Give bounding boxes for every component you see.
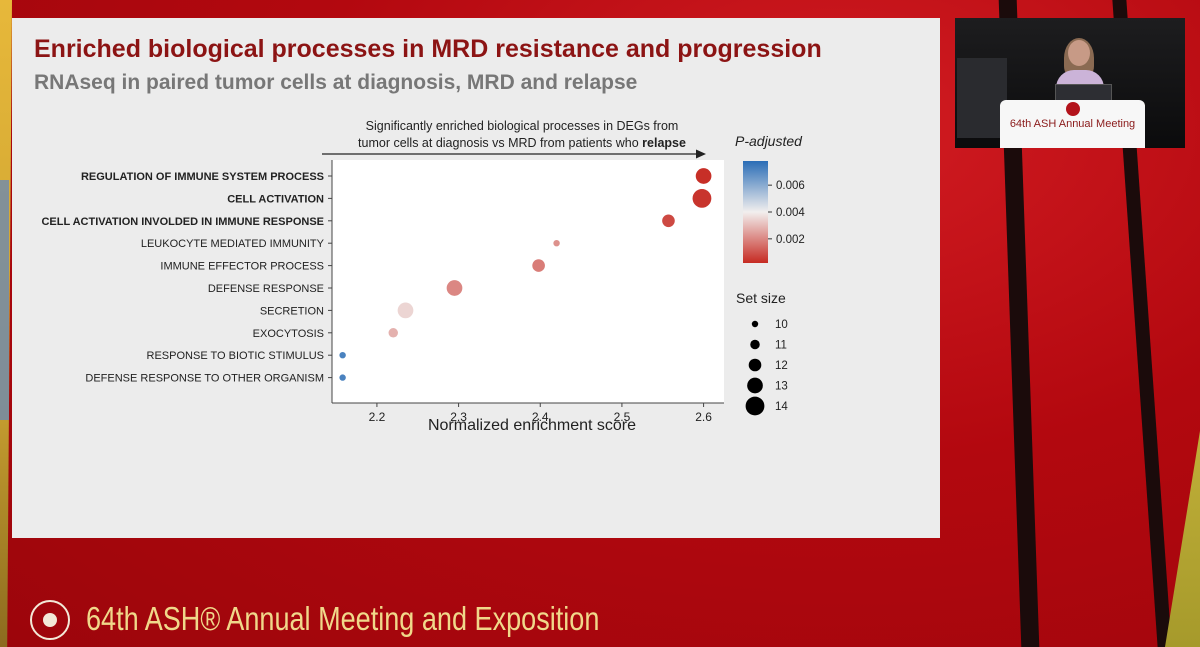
y-axis-label: CELL ACTIVATION INVOLDED IN IMMUNE RESPO… — [41, 216, 324, 228]
chart-header-line-2-bold: relapse — [642, 136, 686, 150]
speaker-video-feed: 64th ASH Annual Meeting — [955, 18, 1185, 148]
data-point — [692, 189, 712, 208]
size-legend-dot — [751, 320, 759, 328]
size-legend-dot — [747, 377, 763, 394]
plot-axes — [331, 160, 724, 404]
x-axis-tick-label: 2.6 — [695, 410, 712, 424]
presentation-slide: Enriched biological processes in MRD res… — [12, 18, 940, 538]
data-point — [553, 240, 560, 247]
color-legend-tick-label: 0.002 — [776, 234, 805, 246]
x-axis-ticks: 2.2 2.3 2.4 2.5 2.6 — [369, 403, 712, 424]
footer-text: 64th ASH® Annual Meeting and Exposition — [86, 600, 600, 637]
ash-seal-icon — [30, 600, 70, 640]
x-axis-tick-label: 2.5 — [614, 410, 631, 424]
data-point — [388, 328, 398, 338]
size-legend-label: 11 — [775, 340, 787, 352]
size-legend-label: 14 — [775, 401, 788, 413]
seal-center — [43, 613, 57, 627]
header-arrow-head — [696, 149, 706, 159]
slide-subtitle: RNAseq in paired tumor cells at diagnosi… — [34, 71, 638, 94]
color-legend-bar — [743, 161, 768, 263]
color-legend-title: P-adjusted — [735, 133, 803, 149]
size-legend-label: 12 — [775, 360, 788, 372]
data-point — [446, 280, 463, 296]
chart-header-line-2-prefix: tumor cells at diagnosis vs MRD from pat… — [358, 136, 642, 150]
y-axis-label: DEFENSE RESPONSE — [208, 283, 324, 295]
data-point — [339, 352, 346, 359]
y-axis-label: LEUKOCYTE MEDIATED IMMUNITY — [141, 238, 325, 250]
size-legend-dot — [745, 396, 765, 416]
size-legend: Set size 10 11 12 13 14 — [736, 290, 788, 416]
video-monitor — [957, 58, 1007, 138]
podium: 64th ASH Annual Meeting — [1000, 100, 1145, 148]
size-legend-label: 10 — [775, 319, 788, 331]
x-axis-tick-label: 2.2 — [369, 410, 386, 424]
data-points — [339, 168, 712, 381]
y-axis-labels: REGULATION OF IMMUNE SYSTEM PROCESS CELL … — [41, 171, 332, 385]
data-point — [397, 302, 414, 319]
data-point — [339, 374, 346, 381]
color-legend-tick-label: 0.004 — [776, 207, 805, 219]
color-legend-tick-label: 0.006 — [776, 180, 805, 192]
chart-header-line-1: Significantly enriched biological proces… — [366, 119, 679, 133]
y-axis-label: SECRETION — [260, 305, 324, 317]
color-legend: P-adjusted 0.006 0.004 0.002 — [735, 133, 805, 263]
y-axis-label: CELL ACTIVATION — [227, 193, 324, 205]
data-point — [662, 214, 675, 228]
enrichment-dot-plot: Significantly enriched biological proces… — [41, 119, 805, 434]
data-point — [532, 259, 545, 272]
y-axis-label: REGULATION OF IMMUNE SYSTEM PROCESS — [81, 171, 324, 183]
data-point — [695, 168, 712, 184]
plot-panel — [332, 160, 724, 403]
size-legend-dot — [750, 339, 760, 350]
speaker-head — [1068, 40, 1090, 66]
y-axis-label: RESPONSE TO BIOTIC STIMULUS — [147, 350, 324, 362]
x-axis-title: Normalized enrichment score — [428, 417, 636, 434]
y-axis-label: DEFENSE RESPONSE TO OTHER ORGANISM — [85, 373, 324, 385]
podium-text: 64th ASH Annual Meeting — [1009, 118, 1136, 130]
chart-header-line-2: tumor cells at diagnosis vs MRD from pat… — [358, 136, 686, 150]
y-axis-label: IMMUNE EFFECTOR PROCESS — [160, 261, 324, 273]
x-axis-tick-label: 2.3 — [450, 410, 467, 424]
size-legend-title: Set size — [736, 290, 786, 306]
left-blue-stripe — [0, 180, 9, 420]
x-axis-tick-label: 2.4 — [532, 410, 549, 424]
ash-logo-icon — [1065, 102, 1080, 116]
size-legend-label: 13 — [775, 381, 788, 393]
slide-title: Enriched biological processes in MRD res… — [34, 35, 822, 63]
y-axis-label: EXOCYTOSIS — [253, 328, 324, 340]
size-legend-dot — [748, 358, 762, 372]
